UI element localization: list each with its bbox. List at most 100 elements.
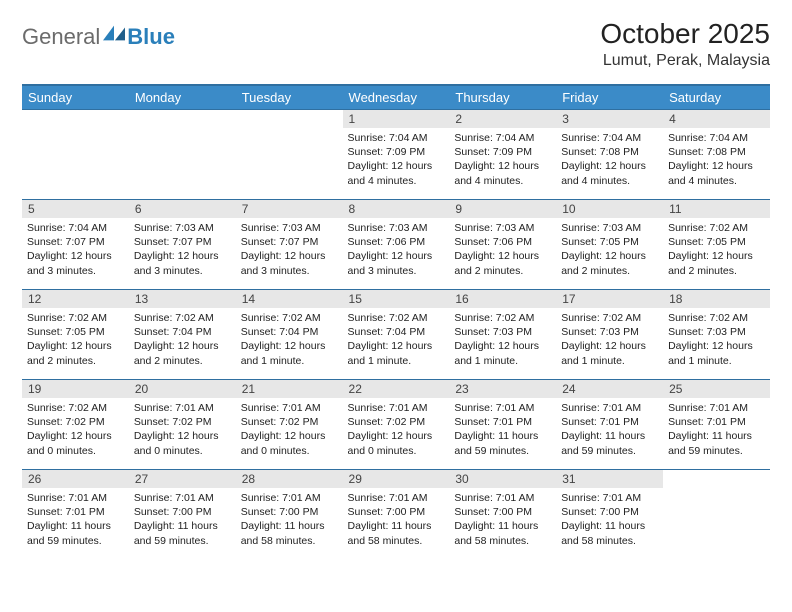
logo: General Blue	[22, 18, 175, 50]
logo-text-general: General	[22, 24, 100, 50]
day-detail: Sunrise: 7:01 AMSunset: 7:00 PMDaylight:…	[556, 488, 663, 552]
calendar-cell: 29Sunrise: 7:01 AMSunset: 7:00 PMDayligh…	[343, 470, 450, 560]
calendar-cell: 3Sunrise: 7:04 AMSunset: 7:08 PMDaylight…	[556, 110, 663, 200]
calendar-table: SundayMondayTuesdayWednesdayThursdayFrid…	[22, 84, 770, 560]
calendar-cell: 17Sunrise: 7:02 AMSunset: 7:03 PMDayligh…	[556, 290, 663, 380]
day-number: 15	[343, 290, 450, 308]
day-detail: Sunrise: 7:02 AMSunset: 7:03 PMDaylight:…	[663, 308, 770, 372]
day-header-row: SundayMondayTuesdayWednesdayThursdayFrid…	[22, 85, 770, 110]
header: General Blue October 2025 Lumut, Perak, …	[22, 18, 770, 70]
calendar-cell: 19Sunrise: 7:02 AMSunset: 7:02 PMDayligh…	[22, 380, 129, 470]
day-number: 17	[556, 290, 663, 308]
day-number: 13	[129, 290, 236, 308]
calendar-cell: 26Sunrise: 7:01 AMSunset: 7:01 PMDayligh…	[22, 470, 129, 560]
calendar-cell: 9Sunrise: 7:03 AMSunset: 7:06 PMDaylight…	[449, 200, 556, 290]
day-detail: Sunrise: 7:01 AMSunset: 7:01 PMDaylight:…	[663, 398, 770, 462]
calendar-cell	[129, 110, 236, 200]
day-number: 10	[556, 200, 663, 218]
day-header: Sunday	[22, 85, 129, 110]
calendar-cell: 16Sunrise: 7:02 AMSunset: 7:03 PMDayligh…	[449, 290, 556, 380]
calendar-head: SundayMondayTuesdayWednesdayThursdayFrid…	[22, 85, 770, 110]
day-detail: Sunrise: 7:02 AMSunset: 7:04 PMDaylight:…	[129, 308, 236, 372]
calendar-cell: 20Sunrise: 7:01 AMSunset: 7:02 PMDayligh…	[129, 380, 236, 470]
day-detail: Sunrise: 7:02 AMSunset: 7:03 PMDaylight:…	[449, 308, 556, 372]
day-detail: Sunrise: 7:02 AMSunset: 7:04 PMDaylight:…	[343, 308, 450, 372]
calendar-cell: 2Sunrise: 7:04 AMSunset: 7:09 PMDaylight…	[449, 110, 556, 200]
day-detail: Sunrise: 7:01 AMSunset: 7:01 PMDaylight:…	[556, 398, 663, 462]
day-number: 14	[236, 290, 343, 308]
calendar-cell: 8Sunrise: 7:03 AMSunset: 7:06 PMDaylight…	[343, 200, 450, 290]
calendar-cell: 25Sunrise: 7:01 AMSunset: 7:01 PMDayligh…	[663, 380, 770, 470]
day-detail: Sunrise: 7:03 AMSunset: 7:05 PMDaylight:…	[556, 218, 663, 282]
day-detail: Sunrise: 7:03 AMSunset: 7:07 PMDaylight:…	[236, 218, 343, 282]
day-detail: Sunrise: 7:03 AMSunset: 7:06 PMDaylight:…	[449, 218, 556, 282]
day-detail: Sunrise: 7:02 AMSunset: 7:02 PMDaylight:…	[22, 398, 129, 462]
calendar-week-row: 12Sunrise: 7:02 AMSunset: 7:05 PMDayligh…	[22, 290, 770, 380]
day-detail: Sunrise: 7:03 AMSunset: 7:06 PMDaylight:…	[343, 218, 450, 282]
calendar-week-row: 5Sunrise: 7:04 AMSunset: 7:07 PMDaylight…	[22, 200, 770, 290]
calendar-cell: 15Sunrise: 7:02 AMSunset: 7:04 PMDayligh…	[343, 290, 450, 380]
calendar-cell: 24Sunrise: 7:01 AMSunset: 7:01 PMDayligh…	[556, 380, 663, 470]
calendar-cell: 12Sunrise: 7:02 AMSunset: 7:05 PMDayligh…	[22, 290, 129, 380]
calendar-cell	[663, 470, 770, 560]
day-detail: Sunrise: 7:04 AMSunset: 7:08 PMDaylight:…	[556, 128, 663, 192]
calendar-cell: 1Sunrise: 7:04 AMSunset: 7:09 PMDaylight…	[343, 110, 450, 200]
calendar-cell: 4Sunrise: 7:04 AMSunset: 7:08 PMDaylight…	[663, 110, 770, 200]
day-detail: Sunrise: 7:02 AMSunset: 7:03 PMDaylight:…	[556, 308, 663, 372]
day-detail: Sunrise: 7:01 AMSunset: 7:00 PMDaylight:…	[343, 488, 450, 552]
logo-sail-icon	[103, 25, 125, 41]
day-number: 2	[449, 110, 556, 128]
day-header: Friday	[556, 85, 663, 110]
day-detail: Sunrise: 7:01 AMSunset: 7:00 PMDaylight:…	[129, 488, 236, 552]
day-number: 24	[556, 380, 663, 398]
calendar-cell: 28Sunrise: 7:01 AMSunset: 7:00 PMDayligh…	[236, 470, 343, 560]
day-number: 8	[343, 200, 450, 218]
day-number: 3	[556, 110, 663, 128]
day-number: 21	[236, 380, 343, 398]
calendar-week-row: 1Sunrise: 7:04 AMSunset: 7:09 PMDaylight…	[22, 110, 770, 200]
logo-text-blue: Blue	[127, 24, 175, 50]
day-number: 9	[449, 200, 556, 218]
calendar-cell: 30Sunrise: 7:01 AMSunset: 7:00 PMDayligh…	[449, 470, 556, 560]
day-number: 31	[556, 470, 663, 488]
calendar-cell: 18Sunrise: 7:02 AMSunset: 7:03 PMDayligh…	[663, 290, 770, 380]
day-number: 25	[663, 380, 770, 398]
day-number: 18	[663, 290, 770, 308]
day-detail: Sunrise: 7:04 AMSunset: 7:08 PMDaylight:…	[663, 128, 770, 192]
calendar-cell: 11Sunrise: 7:02 AMSunset: 7:05 PMDayligh…	[663, 200, 770, 290]
calendar-cell	[22, 110, 129, 200]
day-detail: Sunrise: 7:04 AMSunset: 7:07 PMDaylight:…	[22, 218, 129, 282]
day-number: 5	[22, 200, 129, 218]
day-detail: Sunrise: 7:01 AMSunset: 7:01 PMDaylight:…	[22, 488, 129, 552]
day-header: Monday	[129, 85, 236, 110]
calendar-cell: 13Sunrise: 7:02 AMSunset: 7:04 PMDayligh…	[129, 290, 236, 380]
calendar-week-row: 26Sunrise: 7:01 AMSunset: 7:01 PMDayligh…	[22, 470, 770, 560]
calendar-cell: 10Sunrise: 7:03 AMSunset: 7:05 PMDayligh…	[556, 200, 663, 290]
day-number: 29	[343, 470, 450, 488]
day-number: 30	[449, 470, 556, 488]
day-number: 23	[449, 380, 556, 398]
day-detail: Sunrise: 7:01 AMSunset: 7:00 PMDaylight:…	[449, 488, 556, 552]
day-number: 16	[449, 290, 556, 308]
calendar-cell: 21Sunrise: 7:01 AMSunset: 7:02 PMDayligh…	[236, 380, 343, 470]
day-detail: Sunrise: 7:03 AMSunset: 7:07 PMDaylight:…	[129, 218, 236, 282]
day-detail: Sunrise: 7:02 AMSunset: 7:05 PMDaylight:…	[22, 308, 129, 372]
calendar-cell: 27Sunrise: 7:01 AMSunset: 7:00 PMDayligh…	[129, 470, 236, 560]
day-detail: Sunrise: 7:01 AMSunset: 7:02 PMDaylight:…	[129, 398, 236, 462]
calendar-cell	[236, 110, 343, 200]
day-detail: Sunrise: 7:02 AMSunset: 7:05 PMDaylight:…	[663, 218, 770, 282]
day-header: Thursday	[449, 85, 556, 110]
month-title: October 2025	[600, 18, 770, 50]
calendar-cell: 7Sunrise: 7:03 AMSunset: 7:07 PMDaylight…	[236, 200, 343, 290]
day-number: 12	[22, 290, 129, 308]
calendar-cell: 5Sunrise: 7:04 AMSunset: 7:07 PMDaylight…	[22, 200, 129, 290]
day-number: 19	[22, 380, 129, 398]
day-detail: Sunrise: 7:04 AMSunset: 7:09 PMDaylight:…	[449, 128, 556, 192]
day-number: 20	[129, 380, 236, 398]
day-number: 26	[22, 470, 129, 488]
day-detail: Sunrise: 7:04 AMSunset: 7:09 PMDaylight:…	[343, 128, 450, 192]
calendar-cell: 6Sunrise: 7:03 AMSunset: 7:07 PMDaylight…	[129, 200, 236, 290]
calendar-page: General Blue October 2025 Lumut, Perak, …	[0, 0, 792, 570]
calendar-cell: 14Sunrise: 7:02 AMSunset: 7:04 PMDayligh…	[236, 290, 343, 380]
calendar-body: 1Sunrise: 7:04 AMSunset: 7:09 PMDaylight…	[22, 110, 770, 560]
